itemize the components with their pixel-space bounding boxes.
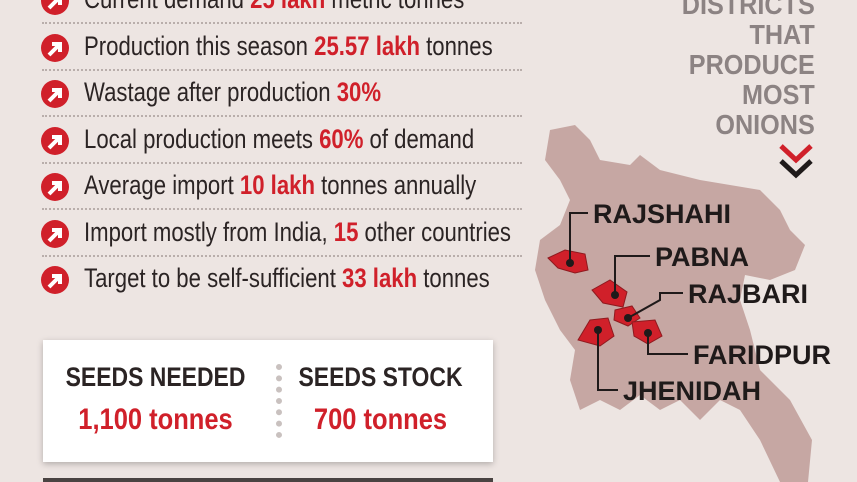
text: Wastage after production [84,77,337,107]
text: Local production meets [84,123,320,154]
text: tonnes [420,30,493,61]
separator [42,68,522,71]
text: of demand [363,123,475,154]
highlight: 60% [319,123,364,154]
text: Import mostly from India, [84,216,334,247]
markers [566,259,652,337]
fact-row: Production this season 25.57 lakh tonnes [40,25,522,71]
leader-lines [569,212,688,391]
seed-stat: SEEDS NEEDED 1,100 tonnes [60,362,251,437]
highlight: 33 lakh [342,263,418,293]
seed-label: SEEDS STOCK [298,362,463,392]
bottom-bar [43,478,493,482]
highlight: 15 [333,216,359,247]
text: Average import [84,170,240,200]
highlight: 25.57 lakh [314,30,421,61]
arrow-icon [41,126,69,155]
highlight: 10 lakh [239,170,315,200]
arrow-icon [41,173,69,201]
separator [42,115,522,117]
map-title-line: DISTRICTS [681,0,815,20]
district-label: FARIDPUR [693,340,831,370]
arrow-icon [41,33,69,62]
chevron [779,144,813,179]
fact-text: Current demand 25 lakh metric tonnes [84,0,464,15]
map-title-line: THAT [749,19,815,50]
text: Target to be self-sufficient [84,263,343,293]
district-label: RAJBARI [688,279,808,309]
fact-text: Production this season 25.57 lakh tonnes [84,31,493,62]
arrow-icon [41,266,69,294]
district-label: RAJSHAHI [593,199,731,229]
fact-row: Current demand 25 lakh metric tonnes [40,0,522,24]
fact-text: Target to be self-sufficient 33 lakh ton… [84,263,490,294]
map-title: DISTRICTS THAT PRODUCE MOST ONIONS [682,0,815,140]
separator [42,208,522,210]
fact-row: Local production meets 60% of demand [40,118,522,164]
separator [42,254,522,257]
map-title-line: ONIONS [715,109,815,140]
fact-text: Import mostly from India, 15 other count… [84,217,511,248]
text: metric tonnes [325,0,464,14]
fact-row: Import mostly from India, 15 other count… [40,211,522,257]
fact-row: Target to be self-sufficient 33 lakh ton… [40,257,522,303]
seed-stat: SEEDS STOCK 700 tonnes [285,362,476,437]
text: other countries [358,216,512,247]
separator [42,22,522,24]
highlight: 30% [336,77,382,107]
divider [276,364,282,438]
text: tonnes [417,263,490,293]
text: Current demand [84,0,250,14]
arrow-icon [41,219,69,248]
highlight: 25 lakh [250,0,325,14]
arrow-icon [41,0,69,15]
text: Production this season [84,30,315,61]
text: tonnes annually [314,170,477,200]
seed-label: SEEDS NEEDED [65,362,246,392]
fact-text: Local production meets 60% of demand [84,124,474,155]
district-label: PABNA [655,242,749,272]
country-shape [535,125,812,482]
seed-value: 1,100 tonnes [78,403,233,436]
fact-text: Average import 10 lakh tonnes annually [84,170,476,201]
seed-box: SEEDS NEEDED 1,100 tonnes SEEDS STOCK 70… [43,340,493,462]
map-title-line: PRODUCE [688,49,815,80]
fact-row: Wastage after production 30% [40,71,522,117]
fact-text: Wastage after production 30% [84,77,381,108]
separator [42,161,522,164]
arrow-icon [41,80,69,108]
fact-row: Average import 10 lakh tonnes annually [40,164,522,210]
seed-value: 700 tonnes [313,403,448,436]
map-title-line: MOST [742,79,815,110]
district-label: JHENIDAH [623,376,761,406]
